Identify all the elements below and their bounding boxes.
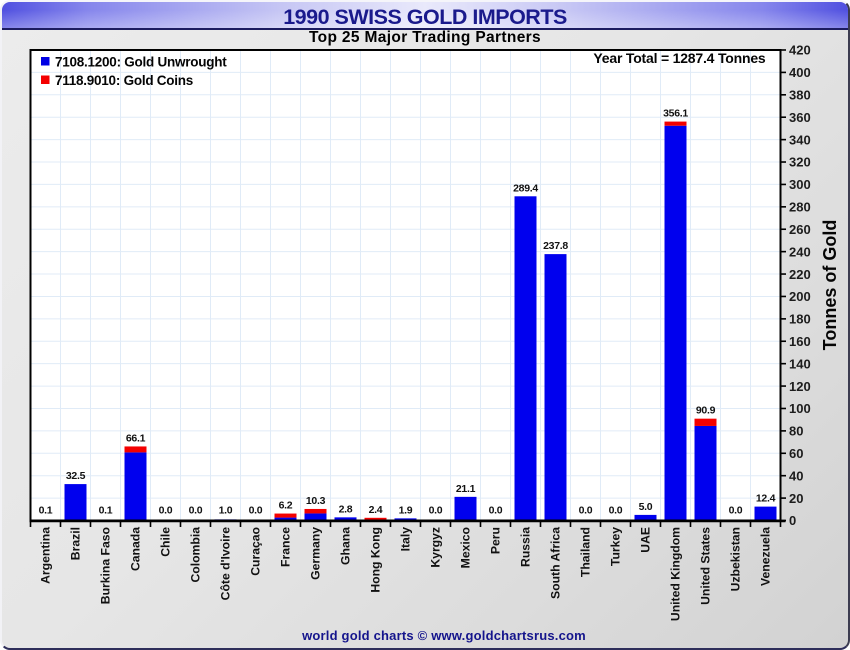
- svg-text:237.8: 237.8: [543, 240, 568, 252]
- svg-text:360: 360: [789, 110, 811, 125]
- svg-text:356.1: 356.1: [663, 108, 688, 120]
- svg-text:21.1: 21.1: [456, 483, 476, 495]
- svg-text:260: 260: [789, 222, 811, 237]
- svg-text:Chile: Chile: [159, 527, 173, 557]
- svg-text:Kyrgyz: Kyrgyz: [429, 527, 443, 568]
- svg-text:1.9: 1.9: [399, 504, 413, 516]
- svg-text:Colombia: Colombia: [189, 527, 203, 583]
- svg-text:320: 320: [789, 155, 811, 170]
- svg-text:340: 340: [789, 132, 811, 147]
- svg-text:0.0: 0.0: [189, 505, 203, 517]
- svg-text:160: 160: [789, 334, 811, 349]
- svg-text:60: 60: [789, 446, 803, 461]
- svg-text:Venezuela: Venezuela: [759, 527, 773, 586]
- svg-text:280: 280: [789, 200, 811, 215]
- svg-text:Russia: Russia: [519, 527, 533, 567]
- svg-text:Argentina: Argentina: [39, 527, 53, 584]
- svg-text:Turkey: Turkey: [609, 527, 623, 566]
- svg-text:140: 140: [789, 356, 811, 371]
- svg-text:Uzbekistan: Uzbekistan: [729, 527, 743, 591]
- svg-text:180: 180: [789, 312, 811, 327]
- svg-text:240: 240: [789, 244, 811, 259]
- svg-text:420: 420: [789, 43, 811, 58]
- svg-text:0.0: 0.0: [729, 505, 743, 517]
- svg-text:10.3: 10.3: [306, 495, 326, 507]
- svg-text:32.5: 32.5: [66, 470, 86, 482]
- svg-text:Italy: Italy: [399, 527, 413, 552]
- svg-text:80: 80: [789, 424, 803, 439]
- svg-text:United States: United States: [699, 527, 713, 605]
- svg-text:400: 400: [789, 65, 811, 80]
- svg-text:0.0: 0.0: [489, 505, 503, 517]
- svg-text:90.9: 90.9: [696, 405, 716, 417]
- svg-text:6.2: 6.2: [279, 500, 293, 512]
- svg-text:40: 40: [789, 468, 803, 483]
- svg-text:Côte d'Ivoire: Côte d'Ivoire: [219, 527, 233, 601]
- svg-text:Peru: Peru: [489, 527, 503, 554]
- svg-text:289.4: 289.4: [513, 182, 538, 194]
- svg-text:12.4: 12.4: [756, 493, 776, 505]
- svg-text:0.0: 0.0: [609, 505, 623, 517]
- svg-text:7108.1200: Gold Unwrought: 7108.1200: Gold Unwrought: [55, 55, 227, 70]
- svg-text:Thailand: Thailand: [579, 527, 593, 577]
- svg-text:Brazil: Brazil: [69, 527, 83, 560]
- svg-text:0.1: 0.1: [39, 505, 53, 517]
- svg-text:100: 100: [789, 401, 811, 416]
- svg-text:120: 120: [789, 379, 811, 394]
- svg-text:2.8: 2.8: [339, 503, 353, 515]
- svg-text:0: 0: [789, 513, 796, 528]
- svg-text:66.1: 66.1: [126, 432, 146, 444]
- svg-text:0.1: 0.1: [99, 505, 113, 517]
- svg-text:Hong Kong: Hong Kong: [369, 527, 383, 593]
- svg-text:0.0: 0.0: [249, 505, 263, 517]
- svg-text:Germany: Germany: [309, 527, 323, 580]
- svg-text:2.4: 2.4: [369, 504, 383, 516]
- svg-text:world gold charts © www.goldch: world gold charts © www.goldchartsrus.co…: [301, 628, 586, 643]
- svg-text:Ghana: Ghana: [339, 527, 353, 565]
- svg-text:Canada: Canada: [129, 527, 143, 571]
- svg-text:Burkina Faso: Burkina Faso: [99, 527, 113, 604]
- svg-text:Mexico: Mexico: [459, 527, 473, 568]
- svg-text:South Africa: South Africa: [549, 527, 563, 599]
- svg-text:Year Total = 1287.4 Tonnes: Year Total = 1287.4 Tonnes: [593, 50, 765, 66]
- svg-text:0.0: 0.0: [579, 505, 593, 517]
- svg-text:Curaçao: Curaçao: [249, 527, 263, 576]
- svg-text:United Kingdom: United Kingdom: [669, 527, 683, 621]
- svg-text:Tonnes of Gold: Tonnes of Gold: [820, 220, 840, 351]
- svg-text:7118.9010: Gold Coins: 7118.9010: Gold Coins: [55, 73, 193, 88]
- svg-text:France: France: [279, 527, 293, 567]
- svg-text:300: 300: [789, 177, 811, 192]
- svg-text:200: 200: [789, 289, 811, 304]
- svg-text:1.0: 1.0: [219, 505, 233, 517]
- svg-text:UAE: UAE: [639, 527, 653, 553]
- svg-text:0.0: 0.0: [159, 505, 173, 517]
- svg-text:380: 380: [789, 88, 811, 103]
- svg-text:5.0: 5.0: [639, 501, 653, 513]
- svg-text:220: 220: [789, 267, 811, 282]
- svg-text:0.0: 0.0: [429, 505, 443, 517]
- svg-text:20: 20: [789, 491, 803, 506]
